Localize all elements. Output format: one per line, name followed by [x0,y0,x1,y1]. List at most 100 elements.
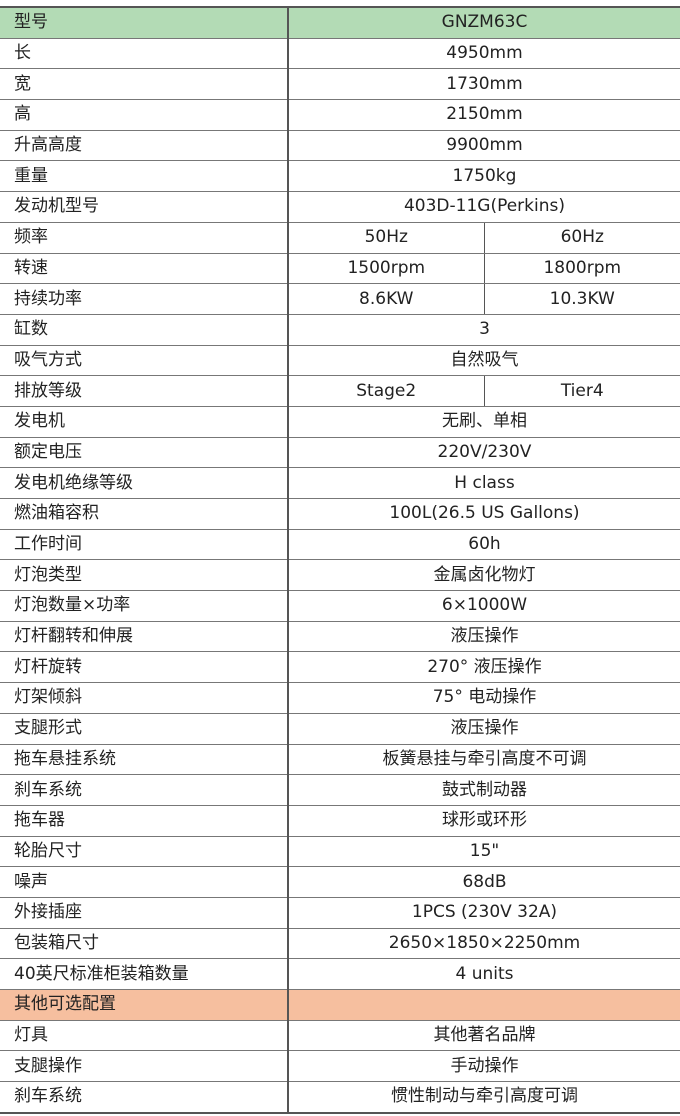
spec-value: 9900mm [288,129,680,162]
spec-label: 工作时间 [0,528,289,561]
table-row: 拖车器 球形或环形 [0,804,680,837]
table-row: 重量 1750kg [0,160,680,193]
spec-value: 惯性制动与牵引高度可调 [288,1081,680,1114]
spec-label: 排放等级 [0,375,289,407]
table-row: 工作时间 60h [0,528,680,561]
model-value: GNZM63C [288,5,680,39]
spec-label: 发动机型号 [0,191,289,223]
spec-value: 8.6KW [288,283,485,315]
header-row: 型号 GNZM63C [0,5,680,39]
spec-label: 灯泡类型 [0,559,289,592]
table-row: 缸数 3 [0,313,680,346]
spec-value: 自然吸气 [288,344,680,377]
spec-value: Tier4 [484,375,680,407]
spec-label: 吸气方式 [0,344,289,377]
spec-label: 40英尺标准柜装箱数量 [0,958,289,990]
spec-value: 液压操作 [288,620,680,653]
table-row: 升高高度 9900mm [0,129,680,162]
spec-value: 3 [288,313,680,346]
spec-label: 外接插座 [0,896,289,929]
spec-value: 100L(26.5 US Gallons) [288,498,680,530]
table-row: 噪声 68dB [0,866,680,898]
spec-value: H class [288,467,680,499]
table-row: 灯架倾斜 75° 电动操作 [0,682,680,714]
spec-label: 升高高度 [0,129,289,162]
spec-value: 鼓式制动器 [288,774,680,806]
spec-label: 拖车悬挂系统 [0,743,289,776]
table-row: 发动机型号 403D-11G(Perkins) [0,191,680,223]
spec-label: 支腿操作 [0,1050,289,1083]
spec-label: 缸数 [0,313,289,346]
spec-label: 灯具 [0,1019,289,1052]
spec-value: 1800rpm [484,252,680,285]
spec-label: 长 [0,37,289,70]
table-row: 发电机 无刷、单相 [0,405,680,438]
section-row: 其他可选配置 [0,989,680,1021]
spec-value: 68dB [288,866,680,898]
spec-label: 发电机绝缘等级 [0,467,289,499]
spec-label: 持续功率 [0,283,289,315]
spec-label: 支腿形式 [0,712,289,745]
table-row: 灯泡类型 金属卤化物灯 [0,559,680,592]
spec-value: 1PCS (230V 32A) [288,896,680,929]
spec-label: 频率 [0,221,289,254]
spec-value: 金属卤化物灯 [288,559,680,592]
spec-label: 轮胎尺寸 [0,835,289,868]
spec-label: 灯杆翻转和伸展 [0,620,289,653]
spec-value: 4 units [288,958,680,990]
spec-label: 宽 [0,68,289,101]
table-row: 灯具 其他著名品牌 [0,1019,680,1052]
spec-value: 其他著名品牌 [288,1019,680,1052]
table-row: 排放等级 Stage2 Tier4 [0,375,680,407]
spec-label: 拖车器 [0,804,289,837]
spec-table: 型号 GNZM63C 长 4950mm 宽 1730mm 高 2150mm 升高高度 9900… [0,5,680,1114]
table-row: 宽 1730mm [0,68,680,101]
table-row: 拖车悬挂系统 板簧悬挂与牵引高度不可调 [0,743,680,776]
spec-value: 6×1000W [288,590,680,622]
table-row: 额定电压 220V/230V [0,436,680,469]
spec-value: 1500rpm [288,252,485,285]
table-row: 燃油箱容积 100L(26.5 US Gallons) [0,498,680,530]
table-row: 40英尺标准柜装箱数量 4 units [0,958,680,990]
spec-label: 转速 [0,252,289,285]
table-row: 发电机绝缘等级 H class [0,467,680,499]
spec-value: 270° 液压操作 [288,651,680,684]
table-row: 刹车系统 鼓式制动器 [0,774,680,806]
spec-value: 板簧悬挂与牵引高度不可调 [288,743,680,776]
spec-label: 灯泡数量×功率 [0,590,289,622]
table-row: 包装箱尺寸 2650×1850×2250mm [0,927,680,960]
spec-value: 1750kg [288,160,680,193]
spec-value: 60h [288,528,680,561]
table-row: 支腿操作 手动操作 [0,1050,680,1083]
spec-label: 刹车系统 [0,1081,289,1114]
spec-value: 液压操作 [288,712,680,745]
table-row: 高 2150mm [0,99,680,131]
spec-label: 额定电压 [0,436,289,469]
table-row: 灯杆翻转和伸展 液压操作 [0,620,680,653]
section-label: 其他可选配置 [0,989,289,1021]
spec-label: 高 [0,99,289,131]
spec-value: 10.3KW [484,283,680,315]
spec-label: 包装箱尺寸 [0,927,289,960]
table-row: 频率 50Hz 60Hz [0,221,680,254]
spec-label: 发电机 [0,405,289,438]
table-row: 外接插座 1PCS (230V 32A) [0,896,680,929]
spec-value: 2150mm [288,99,680,131]
spec-label: 灯架倾斜 [0,682,289,714]
spec-value: Stage2 [288,375,485,407]
spec-value: 球形或环形 [288,804,680,837]
spec-value: 2650×1850×2250mm [288,927,680,960]
spec-label: 灯杆旋转 [0,651,289,684]
spec-value: 403D-11G(Perkins) [288,191,680,223]
spec-label: 燃油箱容积 [0,498,289,530]
table-row: 转速 1500rpm 1800rpm [0,252,680,285]
table-row: 支腿形式 液压操作 [0,712,680,745]
spec-value: 220V/230V [288,436,680,469]
table-row: 长 4950mm [0,37,680,70]
spec-value: 4950mm [288,37,680,70]
table-row: 持续功率 8.6KW 10.3KW [0,283,680,315]
spec-label: 噪声 [0,866,289,898]
table-row: 轮胎尺寸 15" [0,835,680,868]
spec-value: 50Hz [288,221,485,254]
table-row: 灯泡数量×功率 6×1000W [0,590,680,622]
